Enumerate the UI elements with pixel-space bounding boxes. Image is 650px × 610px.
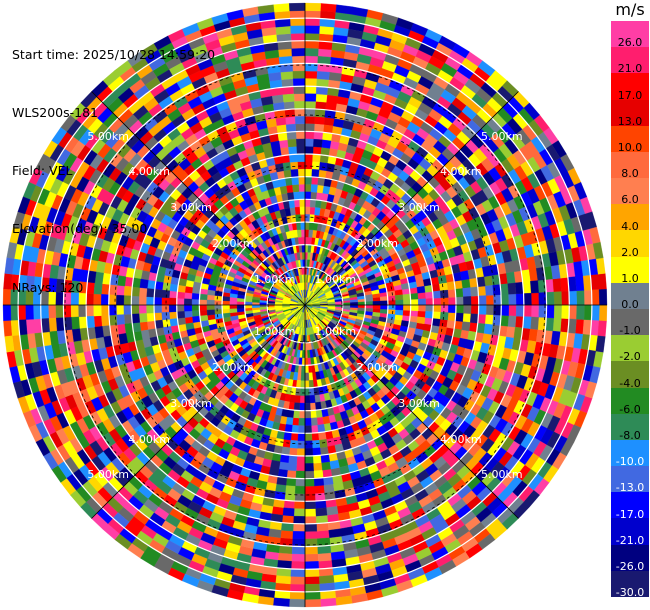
colorbar-segment (611, 413, 649, 441)
colorbar-segment (611, 544, 649, 572)
colorbar-segment (611, 73, 649, 101)
colorbar-segment (611, 99, 649, 127)
colorbar-segment (611, 335, 649, 362)
colorbar-segment (611, 256, 649, 284)
range-ring-label: 3.00km (170, 397, 212, 410)
range-ring-label: 4.00km (440, 433, 482, 446)
elevation-text: Elevation(deg): 35.00 (12, 221, 148, 237)
colorbar-tick-label: 6.0 (621, 193, 639, 207)
range-ring-label: 3.00km (398, 397, 440, 410)
instrument-name-text: WLS200s-181 (12, 105, 98, 121)
azimuth-spoke (304, 91, 519, 306)
azimuth-spoke (304, 304, 519, 519)
colorbar-segment (611, 178, 649, 205)
colorbar-tick-label: 13.0 (617, 114, 643, 128)
colorbar-segment (611, 439, 649, 467)
azimuth-spoke (91, 91, 306, 306)
colorbar-tick-label: -17.0 (615, 507, 645, 521)
scan-info: Start time: 2025/10/28 14:59:20 WLS200s-… (12, 6, 215, 317)
velocity-colorbar: 26.0 21.0 17.0 13.0 10.0 8.0 6.0 4.0 2.0 1.0 0.0 -1… (611, 21, 649, 600)
colorbar-segment (611, 151, 649, 179)
range-ring-label: 1.00km (315, 273, 357, 286)
colorbar-segment (611, 309, 649, 336)
colorbar-segment (611, 492, 649, 519)
range-ring-label: 4.00km (128, 433, 170, 446)
colorbar-tick-label: -1.0 (619, 324, 641, 338)
colorbar-tick-label: -2.0 (619, 350, 641, 364)
colorbar-segment (611, 518, 649, 546)
range-ring-label: 3.00km (398, 201, 440, 214)
range-ring-label: 4.00km (128, 165, 170, 178)
colorbar-tick-label: 4.0 (621, 219, 639, 233)
range-ring-label: 2.00km (212, 361, 254, 374)
colorbar-tick-label: 10.0 (617, 140, 643, 154)
ppi-scan-plot: 1.00km 1.00km 1.00km 1.00km 2.00km 2.00km 2.00… (2, 2, 608, 608)
range-ring-label: 2.00km (356, 361, 398, 374)
range-ring-label: 5.00km (87, 468, 129, 481)
start-time-text: Start time: 2025/10/28 14:59:20 (12, 46, 216, 62)
range-ring-label: 5.00km (87, 130, 129, 143)
colorbar-segment (611, 570, 649, 598)
colorbar-segment (611, 47, 649, 74)
colorbar-tick-label: 17.0 (617, 88, 643, 102)
colorbar-segment (611, 387, 649, 415)
range-ring-label: 3.00km (170, 201, 212, 214)
colorbar-tick-label: -30.0 (615, 586, 645, 600)
nrays-text: NRays: 120 (12, 279, 84, 295)
range-ring-label: 1.00km (254, 325, 296, 338)
range-ring-label: 5.00km (481, 130, 523, 143)
range-ring-label: 4.00km (440, 165, 482, 178)
range-ring-label: 2.00km (212, 237, 254, 250)
colorbar-segment (611, 361, 649, 389)
range-ring-label: 1.00km (315, 325, 357, 338)
azimuth-spoke (91, 304, 306, 519)
colorbar-segment (611, 21, 649, 48)
colorbar-tick-label: -4.0 (619, 376, 641, 390)
colorbar-tick-label: -13.0 (615, 481, 645, 495)
field-text: Field: VEL (12, 163, 73, 179)
colorbar-segment (611, 204, 649, 231)
range-ring-label: 5.00km (481, 468, 523, 481)
colorbar-tick-label: -6.0 (619, 402, 641, 416)
colorbar-tick-label: -26.0 (615, 559, 645, 573)
colorbar-tick-label: 8.0 (621, 167, 639, 181)
colorbar-tick-label: -21.0 (615, 533, 645, 547)
colorbar-segment (611, 466, 649, 493)
colorbar-tick-label: -8.0 (619, 428, 641, 442)
colorbar-tick-label: 26.0 (617, 36, 643, 50)
range-ring-label: 2.00km (356, 237, 398, 250)
colorbar-segment (611, 282, 649, 310)
colorbar-tick-label: 1.0 (621, 271, 639, 285)
colorbar-tick-label: 21.0 (617, 62, 643, 76)
range-ring-label: 1.00km (254, 273, 296, 286)
colorbar-segment (611, 125, 649, 153)
colorbar-unit: m/s (615, 0, 645, 19)
colorbar-tick-label: -10.0 (615, 455, 645, 469)
colorbar-segment (611, 230, 649, 258)
colorbar-tick-label: 2.0 (621, 245, 639, 259)
colorbar-tick-label: 0.0 (621, 298, 639, 312)
